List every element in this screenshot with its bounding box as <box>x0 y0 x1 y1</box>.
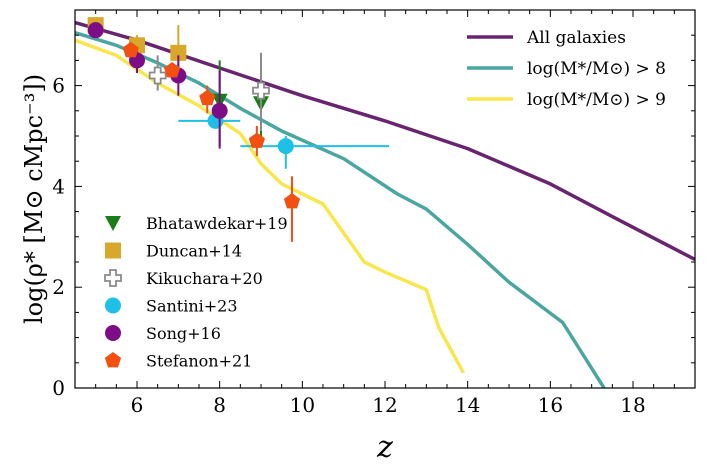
observation-points-layer <box>87 17 390 242</box>
data-point-song-16 <box>87 22 104 39</box>
x-axis-label: z <box>376 430 393 465</box>
legend-label: All galaxies <box>526 28 626 48</box>
data-point-stefanon-21 <box>248 132 265 148</box>
y-tick-label: 2 <box>52 275 65 299</box>
legend-label: Stefanon+21 <box>146 352 252 371</box>
x-tick-label: 10 <box>290 393 315 417</box>
legend-label: Song+16 <box>146 324 221 343</box>
axis-ticks-layer: 6 8 10 12 14 16 18 0 2 4 6 <box>52 9 696 417</box>
legend-marker-bhatawdekar-19 <box>105 216 121 231</box>
x-tick-label: 16 <box>538 393 563 417</box>
data-point-kikuchara-20 <box>148 66 167 85</box>
x-tick-label: 14 <box>455 393 480 417</box>
data-point-stefanon-21 <box>283 193 301 209</box>
data-point-duncan-14 <box>170 44 187 61</box>
y-tick-label: 0 <box>52 376 65 400</box>
legend-label: Duncan+14 <box>146 242 242 261</box>
x-tick-label: 18 <box>620 393 645 417</box>
legend-label: Bhatawdekar+19 <box>146 214 288 233</box>
y-tick-label: 6 <box>52 74 65 98</box>
legend-marker-song-16 <box>105 325 121 341</box>
legend-marker-santini-23 <box>105 297 121 314</box>
y-axis-label: log(ρ* [M⊙ cMpc⁻³]) <box>20 74 48 324</box>
scatter-group-stefanon-21 <box>122 41 301 242</box>
data-point-stefanon-21 <box>199 89 216 106</box>
scatter-group-kikuchara-20 <box>148 52 270 131</box>
y-tick-label: 4 <box>52 174 65 198</box>
legend-label: Santini+23 <box>146 297 238 316</box>
axis-labels-layer: z log(ρ* [M⊙ cMpc⁻³]) <box>20 74 393 465</box>
x-tick-label: 12 <box>372 393 397 417</box>
legend-lines: All galaxies log(M*/M⊙) > 8 log(M*/M⊙) > 9 <box>467 28 666 110</box>
x-tick-label: 8 <box>213 393 226 417</box>
data-point-song-16 <box>211 102 228 119</box>
legend-marker-stefanon-21 <box>104 352 122 368</box>
legend-marker-duncan-14 <box>105 242 121 259</box>
data-point-kikuchara-20 <box>252 81 270 100</box>
legend-label: Kikuchara+20 <box>146 269 263 288</box>
legend-marker-kikuchara-20 <box>104 269 122 287</box>
x-tick-label: 6 <box>131 393 144 417</box>
legend-label: log(M*/M⊙) > 9 <box>527 90 666 110</box>
data-point-santini-23 <box>277 138 294 155</box>
data-point-stefanon-21 <box>164 62 181 78</box>
series-line-all-galaxies <box>75 20 695 262</box>
legend-points: Bhatawdekar+19 Duncan+14 Kikuchara+20 Santi… <box>104 214 288 371</box>
legend-label: log(M*/M⊙) > 8 <box>527 59 666 79</box>
data-point-stefanon-21 <box>122 41 139 58</box>
